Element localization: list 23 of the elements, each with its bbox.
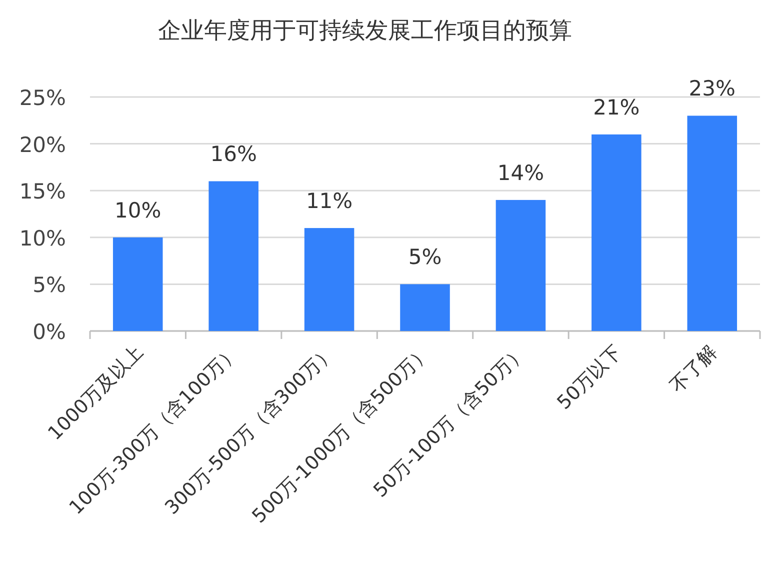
y-tick-label: 15% bbox=[19, 180, 66, 204]
y-tick-label: 5% bbox=[32, 273, 66, 298]
y-tick-label: 0% bbox=[32, 320, 66, 344]
chart-title: 企业年度用于可持续发展工作项目的预算 bbox=[158, 18, 572, 44]
bar bbox=[400, 284, 450, 331]
y-tick-label: 25% bbox=[19, 86, 66, 110]
bar bbox=[112, 237, 163, 331]
data-label: 23% bbox=[688, 76, 736, 101]
bar bbox=[304, 228, 354, 331]
data-label: 10% bbox=[114, 198, 162, 222]
y-tick-label: 10% bbox=[19, 226, 66, 250]
data-label: 11% bbox=[306, 189, 353, 214]
data-label: 16% bbox=[210, 142, 257, 166]
x-tick-label: 不了解 bbox=[666, 340, 722, 397]
data-label: 5% bbox=[408, 245, 442, 270]
bar bbox=[687, 116, 738, 331]
bar bbox=[592, 134, 642, 331]
x-tick-label: 50万以下 bbox=[553, 340, 626, 414]
data-label: 21% bbox=[593, 95, 640, 120]
data-label: 14% bbox=[497, 160, 544, 185]
bar bbox=[208, 181, 258, 331]
bar bbox=[496, 200, 546, 331]
y-tick-label: 20% bbox=[19, 132, 66, 157]
